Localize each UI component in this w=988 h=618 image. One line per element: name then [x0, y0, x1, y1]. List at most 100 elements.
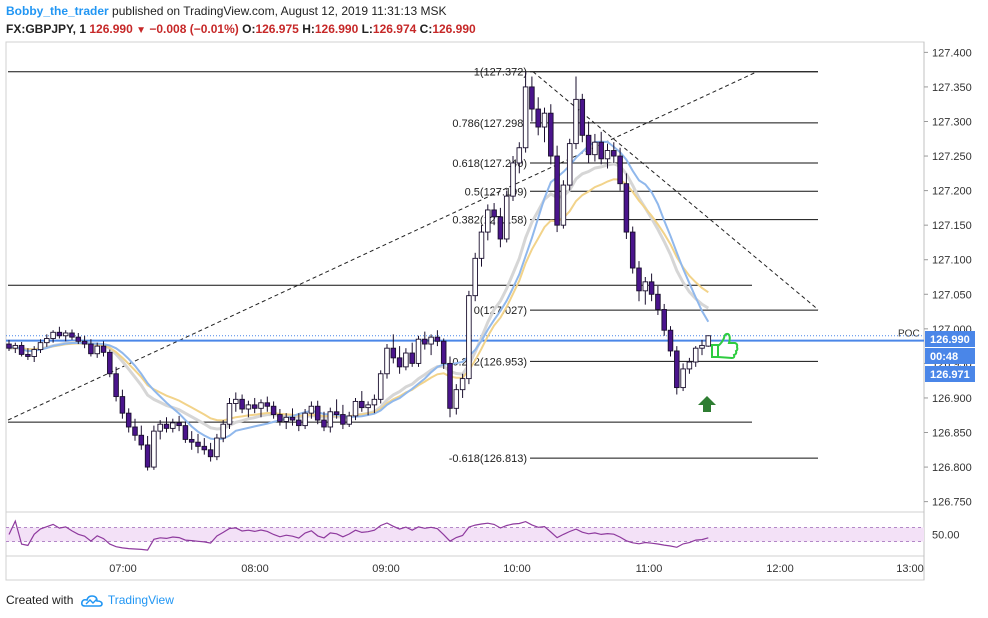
- candle-body: [434, 336, 441, 342]
- candle-body: [516, 147, 523, 164]
- open-value: 126.975: [255, 22, 299, 36]
- candle-body: [548, 112, 554, 157]
- candle-body: [245, 404, 252, 410]
- rsi-line: [8, 519, 709, 551]
- candle-body: [579, 98, 586, 136]
- candle-body: [554, 155, 560, 226]
- candle-body: [352, 400, 359, 417]
- candle-body: [321, 419, 327, 428]
- fib-label--0.618: -0.618(126.813): [449, 453, 527, 465]
- candle-body: [125, 412, 132, 428]
- candle-body: [12, 344, 19, 349]
- candle-body: [674, 350, 680, 389]
- candle-body: [409, 352, 415, 364]
- publish-info: Bobby_the_trader published on TradingVie…: [6, 4, 447, 18]
- candle-body: [365, 404, 371, 409]
- y-tick-label: 127.300: [932, 116, 972, 128]
- candle-body: [371, 398, 378, 406]
- open-label: O:: [242, 22, 256, 36]
- price-label-box: [925, 348, 975, 364]
- candle-body: [705, 335, 712, 347]
- candle-body: [573, 98, 579, 145]
- candle-body: [403, 352, 409, 368]
- candle-body: [88, 343, 94, 355]
- x-tick-label: 11:00: [636, 563, 663, 575]
- candle-body: [163, 423, 170, 429]
- price-label-box: [925, 366, 975, 382]
- candle-body: [31, 349, 37, 357]
- rsi-band: [6, 527, 924, 542]
- moving-averages: [8, 140, 710, 441]
- candle-body: [422, 338, 428, 345]
- x-tick-label: 09:00: [372, 563, 400, 575]
- price-label-text: 00:48: [930, 351, 958, 363]
- candle-body: [497, 216, 504, 240]
- candle-body: [529, 86, 535, 110]
- candle-body: [308, 405, 315, 414]
- price-label-text: 126.971: [930, 369, 970, 381]
- tradingview-link[interactable]: TradingView: [107, 593, 174, 607]
- candle-body: [207, 449, 214, 458]
- candle-body: [233, 398, 239, 404]
- candle-body: [485, 209, 491, 233]
- candle-body: [680, 368, 686, 389]
- candle-body: [226, 403, 233, 425]
- candle-body: [182, 425, 189, 440]
- candle-body: [132, 426, 138, 436]
- candle-body: [107, 351, 113, 375]
- candle-body: [692, 347, 699, 363]
- ma-blue-line: [8, 140, 710, 441]
- candle-body: [629, 231, 636, 269]
- candle-body: [277, 414, 283, 422]
- candle-body: [655, 293, 661, 310]
- candle-body: [195, 441, 201, 447]
- candle-body: [377, 373, 384, 400]
- candle-body: [220, 423, 226, 439]
- rsi-pane: [6, 519, 924, 551]
- candle-body: [604, 150, 611, 160]
- price-label-box: [925, 331, 975, 347]
- candle-body: [522, 86, 529, 149]
- candle-body: [100, 345, 107, 353]
- time-axis[interactable]: 07:00 08:00 09:00 10:00 11:00 12:00 13:00: [109, 563, 924, 575]
- created-with-text: Created with: [6, 593, 74, 607]
- price-axis[interactable]: 127.400 127.350 127.300 127.250 127.200 127.1…: [924, 47, 975, 542]
- high-value: 126.990: [314, 22, 359, 36]
- candle-body: [50, 331, 56, 339]
- candle-body: [157, 423, 163, 432]
- candle-body: [44, 338, 50, 344]
- candle-body: [510, 162, 516, 197]
- candle-body: [686, 361, 693, 370]
- candle-body: [239, 398, 245, 410]
- thumbs-up-icon: [711, 332, 739, 360]
- candle-body: [503, 195, 510, 240]
- y-tick-label: 127.050: [932, 289, 972, 301]
- candle-body: [415, 338, 422, 364]
- candle-body: [18, 344, 25, 355]
- candle-body: [270, 405, 277, 415]
- candle-body: [642, 281, 649, 292]
- candle-body: [428, 336, 434, 345]
- candle-body: [37, 342, 44, 351]
- candle-body: [333, 411, 340, 415]
- x-tick-label: 12:00: [766, 563, 794, 575]
- candle-body: [138, 434, 145, 446]
- candle-body: [214, 437, 220, 458]
- candle-body: [340, 414, 346, 425]
- candle-body: [384, 347, 390, 375]
- candle-body: [566, 143, 573, 186]
- author-name[interactable]: Bobby_the_trader: [6, 4, 109, 18]
- fib-label-1: 1(127.372): [474, 67, 527, 79]
- poc-label: POC: [898, 329, 920, 340]
- candle-body: [62, 332, 69, 337]
- candle-body: [611, 150, 617, 157]
- symbol-name: FX:GBPJPY, 1: [6, 22, 87, 36]
- plot-area: [5, 41, 925, 581]
- candle-body: [69, 332, 75, 338]
- footer: Created with TradingView: [6, 593, 174, 608]
- annotations: [698, 332, 739, 412]
- chart-frame: [5, 41, 925, 581]
- down-arrow-icon: ▼: [136, 25, 147, 36]
- y-tick-label: 126.900: [932, 393, 972, 405]
